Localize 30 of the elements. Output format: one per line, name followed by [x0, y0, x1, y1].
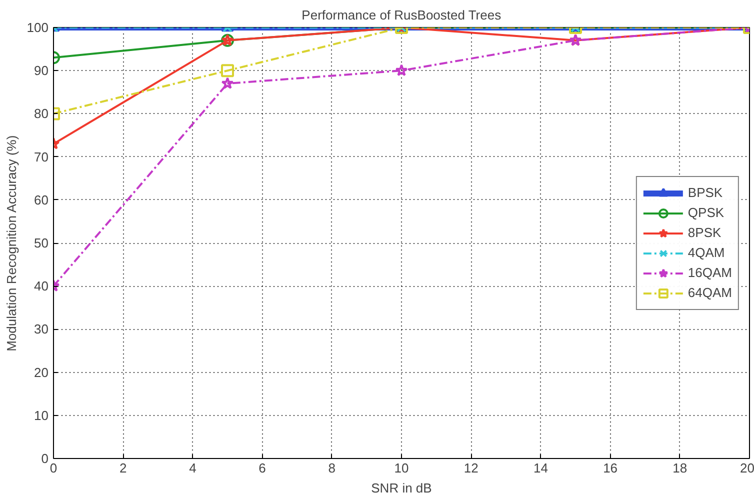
x-tick-label: 18 — [672, 460, 688, 476]
x-tick-label: 4 — [189, 460, 196, 476]
chart-title: Performance of RusBoosted Trees — [302, 8, 502, 22]
y-tick-label: 80 — [34, 106, 49, 122]
x-tick-label: 12 — [464, 460, 478, 476]
legend-label: BPSK — [688, 185, 723, 200]
legend-label: 16QAM — [688, 265, 732, 280]
y-tick-label: 0 — [41, 451, 49, 466]
y-tick-label: 50 — [34, 236, 49, 250]
x-tick-label: 20 — [740, 460, 754, 476]
y-tick-label: 60 — [34, 192, 49, 208]
x-tick-label: 10 — [394, 460, 409, 476]
y-tick-label: 10 — [34, 408, 49, 423]
y-tick-label: 70 — [34, 149, 49, 164]
legend-label: 4QAM — [688, 245, 725, 260]
y-tick-label: 90 — [34, 63, 49, 78]
x-tick-label: 6 — [258, 460, 266, 476]
y-tick-label: 20 — [34, 364, 49, 380]
legend-label: QPSK — [688, 205, 724, 220]
y-tick-label: 100 — [26, 20, 49, 35]
x-tick-label: 16 — [603, 460, 618, 476]
legend-label: 64QAM — [688, 285, 732, 300]
x-tick-label: 2 — [119, 460, 127, 476]
y-tick-label: 30 — [34, 322, 49, 337]
legend-label: 8PSK — [688, 225, 722, 240]
y-tick-label: 40 — [34, 278, 49, 294]
y-axis-title: Modulation Recognition Accuracy (%) — [4, 135, 19, 352]
x-axis-title: SNR in dB — [371, 480, 432, 496]
x-tick-label: 8 — [328, 460, 336, 476]
x-tick-label: 14 — [533, 460, 548, 476]
